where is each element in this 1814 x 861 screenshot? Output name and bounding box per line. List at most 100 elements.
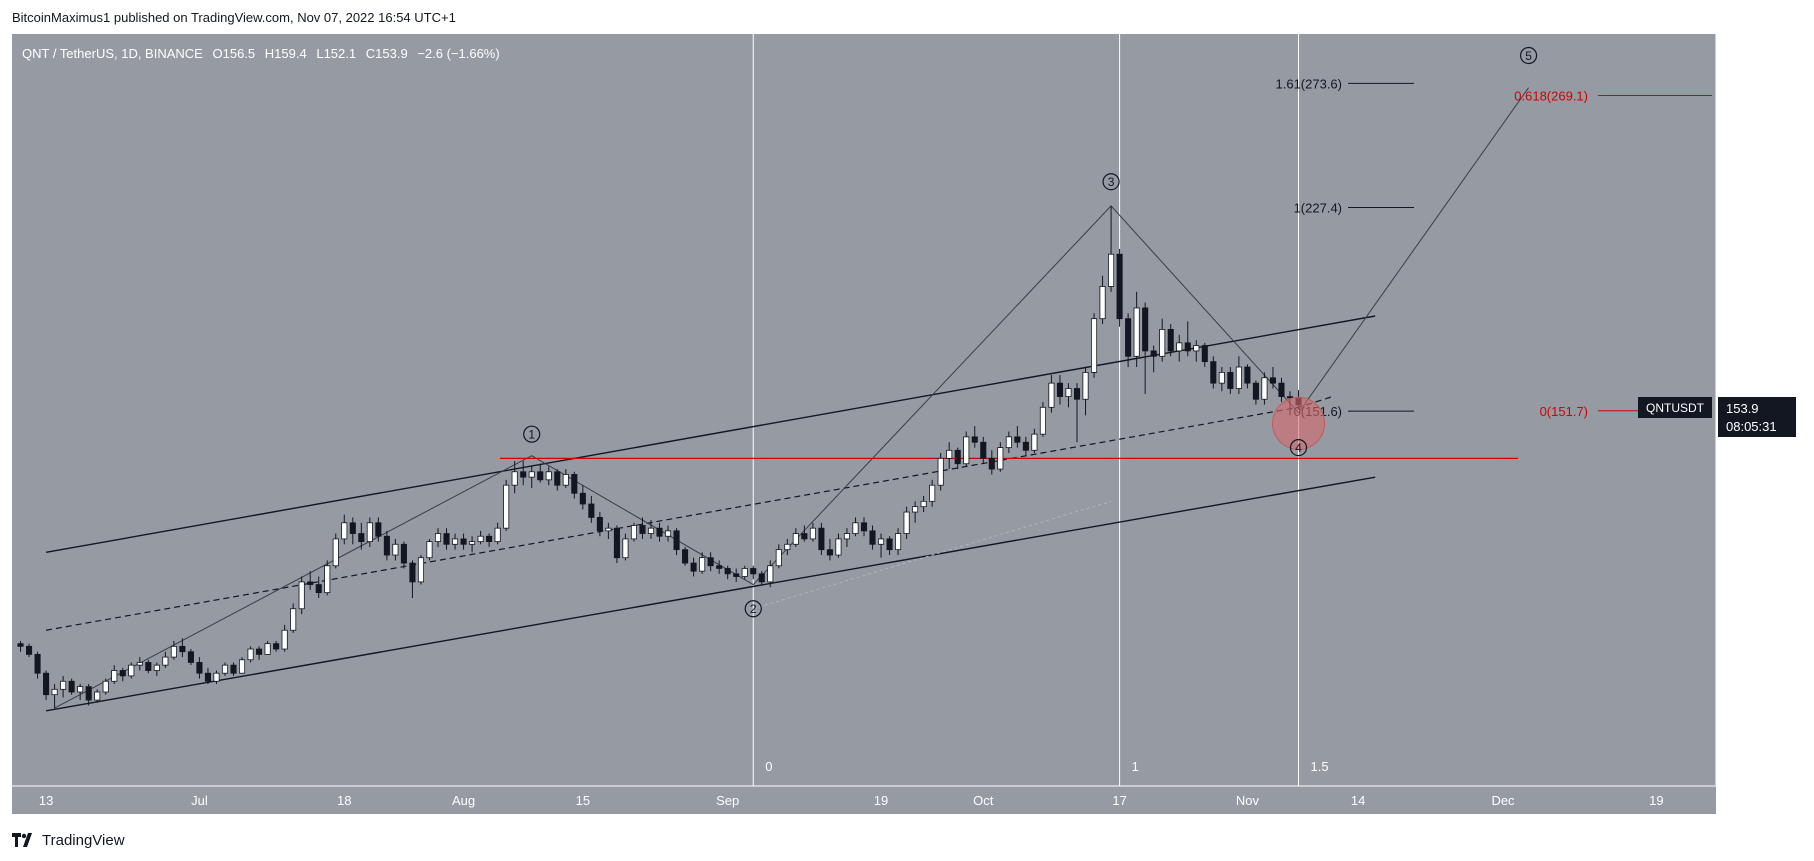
candle	[324, 560, 331, 596]
candle-body	[775, 549, 782, 567]
published-header: BitcoinMaximus1 published on TradingView…	[12, 10, 456, 25]
candle-body	[315, 584, 322, 594]
candle	[1022, 436, 1029, 456]
candle-body	[1218, 371, 1225, 384]
candle	[869, 525, 876, 550]
candle-body	[409, 562, 416, 583]
candle-body	[451, 538, 459, 545]
candle	[664, 525, 672, 542]
fib-red-label-1: 0(151.7)	[1540, 404, 1588, 419]
candle	[554, 469, 561, 491]
candle-body	[1201, 345, 1208, 363]
x-tick-label-6: 19	[874, 793, 888, 808]
candle-body	[596, 517, 603, 532]
candle	[256, 646, 263, 660]
candle	[1193, 340, 1200, 362]
candle	[290, 603, 297, 633]
candle-body	[1227, 371, 1234, 389]
candle-body	[869, 530, 876, 545]
legend-high-label: H	[265, 46, 274, 61]
wave-label-2: 3	[1108, 175, 1115, 189]
candle-body	[528, 471, 535, 478]
candle-body	[801, 533, 808, 540]
candle	[801, 525, 808, 542]
elliott-wave-path	[54, 87, 1529, 709]
candle-body	[622, 538, 629, 559]
candle-body	[290, 608, 297, 631]
candle-body	[1252, 382, 1259, 400]
candle	[1269, 367, 1277, 389]
candle	[1201, 342, 1208, 368]
candle-body	[111, 670, 118, 682]
candle-body	[724, 568, 731, 575]
price-badge-symbol-box	[1638, 397, 1712, 418]
candle	[1150, 345, 1157, 373]
candle	[145, 659, 152, 674]
candle	[613, 525, 620, 564]
candle	[545, 466, 552, 486]
x-tick-label-11: Dec	[1491, 793, 1515, 808]
candle-body	[664, 530, 672, 537]
candle	[383, 530, 390, 561]
candle	[204, 667, 212, 684]
candle	[43, 670, 50, 701]
candle	[1065, 383, 1072, 408]
candle-body	[170, 645, 177, 658]
candle	[997, 442, 1004, 472]
candle-body	[60, 680, 67, 690]
candle	[741, 565, 748, 580]
candle	[375, 517, 382, 542]
candle-body	[145, 662, 152, 671]
candle-body	[1176, 342, 1183, 352]
candle	[111, 665, 118, 684]
wave-label-circle-2	[1102, 173, 1120, 191]
x-tick-label-0: 13	[39, 793, 53, 808]
x-tick-label-1: Jul	[191, 793, 208, 808]
candle-body	[221, 664, 229, 674]
candle-body	[298, 581, 305, 610]
wave-label-0: 1	[528, 428, 535, 442]
candle-body	[196, 662, 203, 674]
y-tick-label-11: 60.0	[1728, 650, 1753, 665]
candle	[94, 689, 101, 703]
candle-body	[460, 538, 467, 545]
candle	[1116, 248, 1123, 327]
candle-body	[477, 535, 484, 543]
candle-body	[750, 568, 757, 575]
candle-body	[1056, 382, 1064, 397]
candle	[622, 533, 629, 561]
y-tick-label-1: 260.0	[1728, 113, 1761, 128]
candle-body	[647, 527, 655, 534]
tradingview-footer[interactable]: TradingView	[12, 830, 125, 850]
candle	[571, 471, 578, 499]
x-tick-label-12: 19	[1649, 793, 1663, 808]
candle	[298, 576, 305, 615]
candle	[1235, 356, 1242, 394]
candle-body	[1286, 396, 1294, 399]
candle-body	[307, 581, 314, 585]
candle	[460, 533, 467, 550]
candle	[1039, 401, 1046, 437]
candle	[1218, 367, 1225, 392]
candle	[486, 533, 493, 547]
candle	[1133, 291, 1140, 368]
candle	[520, 461, 527, 486]
candle-body	[537, 471, 544, 481]
candle-body	[128, 664, 135, 677]
candle	[1048, 375, 1055, 413]
candle	[102, 678, 109, 695]
candle-body	[503, 484, 510, 529]
y-tick-label-9: 100.0	[1728, 543, 1761, 558]
candle	[929, 479, 936, 507]
candle	[639, 517, 646, 539]
price-badge-price-box	[1718, 397, 1796, 437]
candle	[724, 565, 731, 580]
x-tick-label-3: Aug	[452, 793, 475, 808]
x-tick-label-9: Nov	[1236, 793, 1260, 808]
candle	[588, 495, 595, 523]
candle	[1082, 367, 1089, 416]
candle	[128, 662, 135, 679]
candle	[162, 651, 169, 668]
candle-body	[1014, 436, 1021, 443]
